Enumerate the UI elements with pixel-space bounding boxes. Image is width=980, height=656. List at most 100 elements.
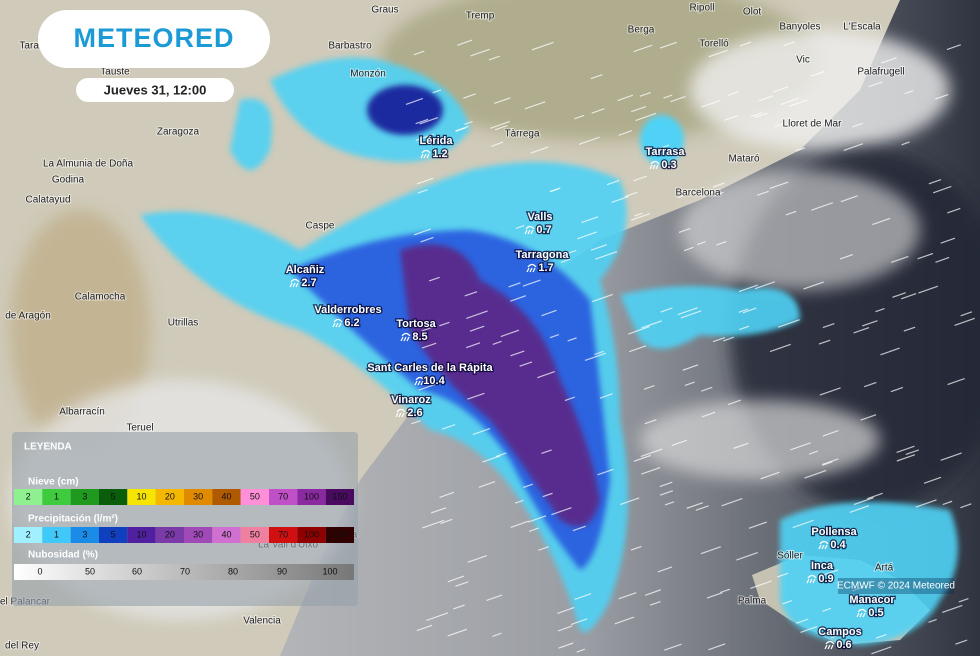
wind-streak <box>421 326 434 332</box>
wind-streak <box>624 191 638 198</box>
wind-streak <box>508 282 521 288</box>
wind-streak <box>541 309 557 317</box>
place-name: Barcelona <box>675 188 720 199</box>
precip-value: 0.6 <box>836 639 851 651</box>
wind-streak <box>420 236 434 243</box>
wind-streak <box>684 381 695 387</box>
wind-streak <box>871 646 892 655</box>
wind-streak <box>510 350 525 357</box>
wind-streak <box>947 207 961 214</box>
wind-streak <box>785 210 797 216</box>
rain-icon <box>649 160 660 170</box>
wind-streak <box>739 41 752 47</box>
wind-streak <box>577 231 598 240</box>
snow-swatch <box>212 489 241 505</box>
snow-step: 40 <box>221 491 231 501</box>
wind-streak <box>617 94 634 102</box>
place-name: Ripoll <box>689 3 714 14</box>
place-name: Banyoles <box>779 22 820 33</box>
wind-streak <box>677 307 698 316</box>
wind-streak <box>896 454 916 462</box>
wind-streak <box>415 133 434 142</box>
wind-streak <box>537 370 555 379</box>
wind-streak <box>776 572 789 578</box>
wind-streak <box>405 97 424 105</box>
wind-streak <box>439 491 455 498</box>
wind-streak <box>713 191 724 197</box>
place-name: Zaragoza <box>157 127 200 138</box>
wind-streak <box>631 105 647 113</box>
snow-swatch <box>269 489 298 505</box>
wind-streak <box>528 527 540 532</box>
precip-value: 2.7 <box>301 277 316 289</box>
wind-streak <box>822 323 835 329</box>
place-name: Monzón <box>350 69 386 80</box>
rain-swatch <box>212 527 241 543</box>
wind-streak <box>614 616 635 625</box>
wind-streak <box>439 321 450 327</box>
place-name: Barbastro <box>328 41 372 52</box>
wind-streak <box>530 146 549 154</box>
wind-streak <box>549 187 561 193</box>
place-name: Artá <box>875 563 894 574</box>
wind-streak <box>567 337 577 342</box>
wind-streak <box>643 384 655 390</box>
wind-streak <box>492 632 502 637</box>
wind-streak <box>664 501 675 506</box>
wind-streak <box>419 117 439 125</box>
wind-streak <box>686 502 704 509</box>
wind-streak <box>578 136 600 146</box>
wind-streak <box>862 320 878 327</box>
wind-streak <box>903 326 916 332</box>
place-name: Teruel <box>126 423 153 434</box>
wind-streak <box>488 55 501 61</box>
wind-streak <box>875 307 885 313</box>
wind-streak <box>843 143 864 151</box>
wind-streak <box>754 281 776 290</box>
wind-streak <box>581 216 599 224</box>
wind-streak <box>463 93 476 99</box>
wind-streak <box>795 618 809 624</box>
rain-icon-shape <box>414 376 425 386</box>
wind-streak <box>932 185 952 194</box>
wind-streak <box>633 44 653 53</box>
wind-streak <box>696 241 706 246</box>
wind-streak <box>780 97 800 106</box>
wind-streak <box>736 552 758 561</box>
wind-streak <box>727 91 739 97</box>
wind-streak <box>416 624 433 632</box>
credit-box <box>838 578 954 594</box>
rain-step: 70 <box>278 529 288 539</box>
rain-swatch <box>184 527 213 543</box>
place-name: del Rey <box>5 641 39 652</box>
wind-streak <box>486 594 503 602</box>
precip-value: 10.4 <box>423 375 445 387</box>
wind-streak <box>493 97 511 105</box>
logo-box <box>38 10 270 68</box>
wind-streak <box>942 604 963 613</box>
wind-streak <box>469 325 485 332</box>
rain-swatch <box>155 527 184 543</box>
rain-icon-shape <box>806 574 817 584</box>
wind-streak <box>659 481 673 488</box>
wind-streak <box>467 392 485 400</box>
wind-streak <box>649 601 661 606</box>
rain-step: 1 <box>54 529 59 539</box>
snow-swatch <box>99 489 128 505</box>
precip-value: 0.3 <box>661 159 676 171</box>
wind-streak <box>597 468 614 476</box>
wind-streak <box>514 499 524 504</box>
wind-streak <box>738 308 749 313</box>
wind-streak <box>618 130 633 136</box>
wind-streak <box>940 452 962 461</box>
rain-step: 5 <box>111 529 116 539</box>
wind-streak <box>868 81 883 88</box>
wind-streak <box>464 291 478 297</box>
wind-streak <box>800 626 818 633</box>
wind-streak <box>630 545 642 551</box>
snow-step: 3 <box>82 491 87 501</box>
wind-streak <box>572 525 586 532</box>
wind-streak <box>560 258 571 263</box>
wind-streak <box>591 108 605 114</box>
wind-streak <box>683 246 694 252</box>
